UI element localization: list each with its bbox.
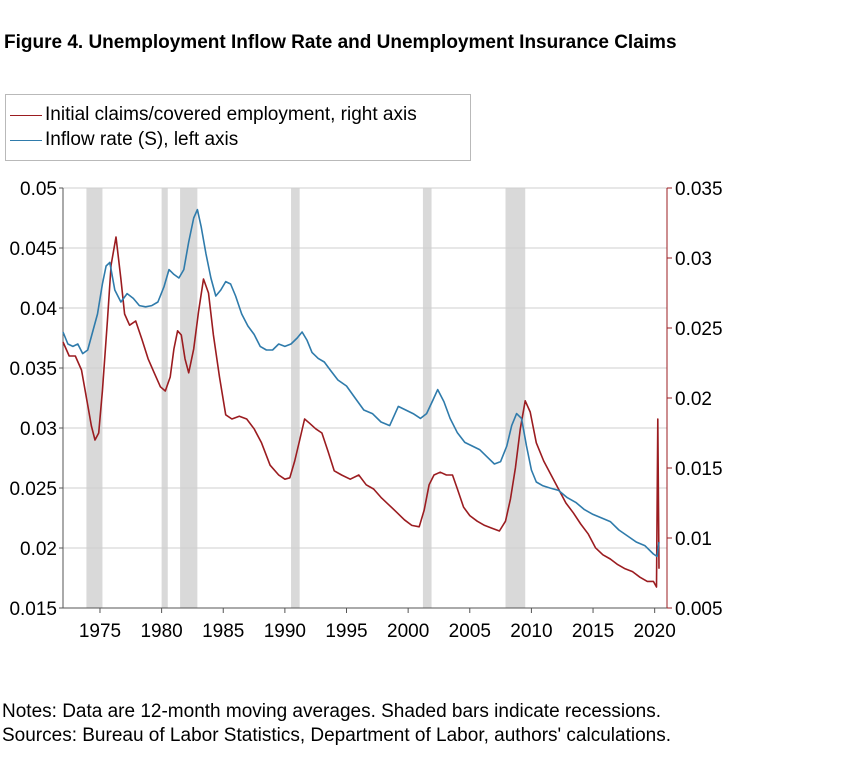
recession-bar-5 [505,188,526,608]
left-tick-label: 0.025 [9,479,57,500]
right-tick-label: 0.005 [675,599,723,620]
recession-bar-0 [86,188,103,608]
line-chart: 0.015 0.02 0.025 0.03 0.035 0.04 0.045 0.05 0.00… [9,179,723,642]
right-tick-label: 0.01 [675,529,712,550]
series-line-inflow [62,208,660,558]
x-tick-label: 2005 [449,621,491,642]
chart-legend: Initial claims/covered employment, right… [5,94,471,161]
x-tick-label: 2015 [572,621,614,642]
legend-swatch-inflow [10,139,42,141]
figure-title: Figure 4. Unemployment Inflow Rate and U… [4,32,677,53]
right-tick-label: 0.025 [675,319,723,340]
right-tick-label: 0.035 [675,179,723,200]
right-tick-label: 0.03 [675,249,712,270]
figure-notes: Notes: Data are 12-month moving averages… [2,700,671,748]
x-tick-label: 1985 [202,621,244,642]
x-tick-label: 2010 [510,621,552,642]
legend-label-inflow: Inflow rate (S), left axis [45,129,239,150]
legend-swatch-claims [10,114,42,116]
sources-line: Sources: Bureau of Labor Statistics, Dep… [2,725,671,746]
recession-bar-4 [422,188,432,608]
recession-bar-1 [161,188,168,608]
recession-bar-3 [291,188,300,608]
notes-line: Notes: Data are 12-month moving averages… [2,701,662,722]
x-tick-label: 1995 [325,621,367,642]
left-tick-label: 0.04 [20,299,57,320]
x-tick-label: 2020 [634,621,676,642]
legend-entry-inflow: Inflow rate (S), left axis [6,129,238,151]
left-tick-label: 0.045 [9,239,57,260]
left-tick-label: 0.05 [20,179,57,200]
left-tick-label: 0.03 [20,419,57,440]
x-tick-label: 1980 [140,621,182,642]
series-line-claims [62,236,660,588]
right-tick-label: 0.015 [675,459,723,480]
x-tick-label: 1990 [264,621,306,642]
right-tick-label: 0.02 [675,389,712,410]
x-tick-label: 1975 [79,621,121,642]
x-tick-label: 2000 [387,621,429,642]
left-tick-label: 0.015 [9,599,57,620]
legend-label-claims: Initial claims/covered employment, right… [45,104,417,125]
left-tick-label: 0.035 [9,359,57,380]
legend-entry-claims: Initial claims/covered employment, right… [6,104,417,126]
recession-bar-2 [180,188,198,608]
left-tick-label: 0.02 [20,539,57,560]
